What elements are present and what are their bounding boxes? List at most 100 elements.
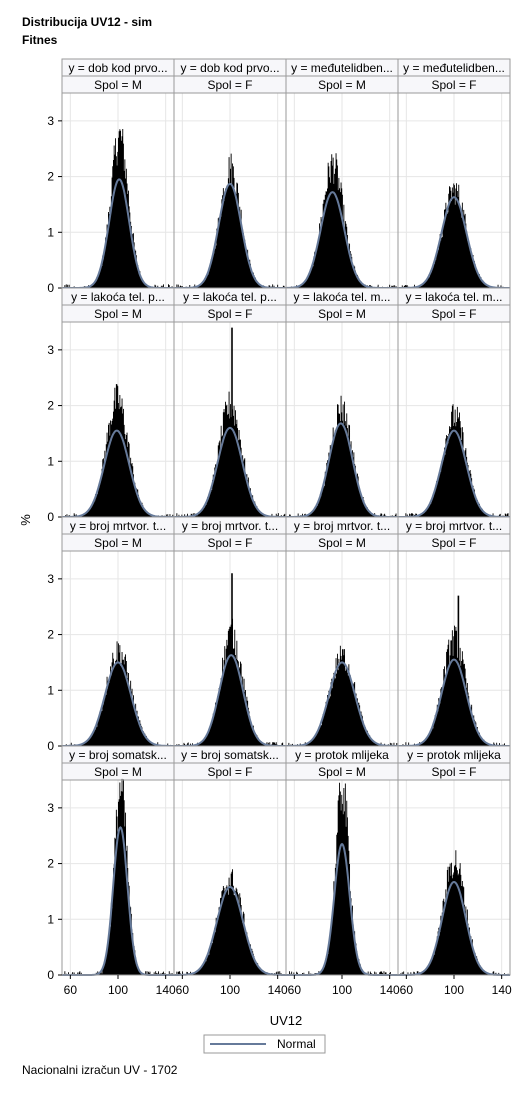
y-tick-label: 3 (47, 572, 54, 586)
chart-title: Distribucija UV12 - sim (22, 15, 153, 29)
histogram-bar-path (64, 778, 173, 975)
facet-cell-r4-c4: y = protok mlijeka Spol = F (397, 745, 511, 976)
facet-header-sex-label: Spol = F (431, 536, 476, 550)
facet-cell-r4-c3: y = protok mlijeka Spol = M (285, 745, 399, 976)
facet-header-y-label: y = broj mrtvor. t... (294, 519, 390, 533)
histogram-bar-path (176, 327, 286, 517)
facet-header-y-label: y = lakoća tel. m... (293, 290, 390, 304)
histogram-bars (176, 153, 285, 288)
facet-cell-r1-c1: y = dob kod prvo... Spol = M (61, 58, 175, 289)
histogram-bar-path (291, 153, 397, 288)
facet-cell-r2-c4: y = lakoća tel. m... Spol = F (397, 287, 511, 518)
y-tick-label: 1 (47, 225, 54, 239)
facet-header-sex-label: Spol = F (431, 307, 476, 321)
x-tick-label: 60 (400, 983, 414, 997)
facet-header-sex-label: Spol = M (318, 78, 366, 92)
normal-curve (174, 885, 286, 976)
facet-header-sex-label: Spol = F (207, 536, 252, 550)
facet-header-sex-label: Spol = F (207, 307, 252, 321)
histogram-bar-path (176, 153, 285, 288)
footnote: Nacionalni izračun UV - 1702 (22, 1063, 178, 1077)
normal-curve (398, 196, 510, 289)
histogram-bar-path (65, 384, 174, 517)
normal-curve (286, 422, 398, 518)
normal-curve (398, 658, 510, 747)
facet-header-sex-label: Spol = M (94, 307, 142, 321)
y-tick-label: 2 (47, 170, 54, 184)
x-tick-label: 140 (380, 983, 400, 997)
facet-header-y-label: y = broj somatsk... (181, 748, 279, 762)
facet-cell-r1-c4: y = međutelidben... Spol = F (397, 58, 511, 289)
normal-curve (62, 429, 174, 518)
facet-cell-r4-c1: y = broj somatsk... Spol = M (61, 745, 175, 976)
histogram-bar-path (65, 641, 172, 746)
facet-header-sex-label: Spol = F (431, 765, 476, 779)
facet-header-sex-label: Spol = F (431, 78, 476, 92)
x-tick-label: 100 (444, 983, 464, 997)
histogram-bar-path (176, 869, 282, 975)
facet-header-y-label: y = međutelidben... (403, 61, 505, 75)
y-tick-label: 0 (47, 281, 54, 295)
legend-label-normal: Normal (277, 1037, 316, 1051)
normal-curve (174, 426, 286, 518)
histogram-bar-path (400, 850, 509, 975)
y-tick-label: 2 (47, 628, 54, 642)
normal-curve (398, 429, 510, 518)
legend: Normal (203, 1034, 326, 1054)
normal-curve (398, 880, 510, 976)
x-tick-label: 60 (176, 983, 190, 997)
histogram-bar-path (401, 183, 504, 288)
facet-header-y-label: y = lakoća tel. p... (71, 290, 165, 304)
histogram-bars (64, 778, 173, 975)
facet-cell-r1-c2: y = dob kod prvo... Spol = F (173, 58, 287, 289)
histogram-bars (176, 869, 282, 975)
x-tick-label: 140 (492, 983, 512, 997)
x-tick-label: 140 (156, 983, 176, 997)
x-tick-label: 100 (220, 983, 240, 997)
facet-header-y-label: y = međutelidben... (291, 61, 393, 75)
histogram-bars (402, 595, 505, 746)
y-tick-label: 3 (47, 114, 54, 128)
histogram-bar-path (402, 595, 505, 746)
y-tick-label: 0 (47, 739, 54, 753)
y-axis-label: % (18, 514, 33, 526)
histogram-bar-path (289, 395, 397, 517)
histogram-bars (176, 327, 286, 517)
histogram-bars (176, 573, 284, 746)
facet-header-y-label: y = lakoća tel. m... (405, 290, 502, 304)
facet-header-y-label: y = protok mlijeka (407, 748, 501, 762)
facet-cell-r3-c2: y = broj mrtvor. t... Spol = F (173, 516, 287, 747)
facet-header-y-label: y = dob kod prvo... (68, 61, 167, 75)
histogram-bars (64, 129, 173, 288)
facet-cell-r3-c4: y = broj mrtvor. t... Spol = F (397, 516, 511, 747)
y-tick-label: 1 (47, 683, 54, 697)
y-tick-label: 3 (47, 801, 54, 815)
facet-header-sex-label: Spol = F (207, 765, 252, 779)
facet-header-y-label: y = broj mrtvor. t... (182, 519, 278, 533)
facet-header-sex-label: Spol = F (207, 78, 252, 92)
y-tick-label: 2 (47, 399, 54, 413)
histogram-bars (65, 384, 174, 517)
facet-header-y-label: y = broj mrtvor. t... (70, 519, 166, 533)
facet-header-sex-label: Spol = M (94, 78, 142, 92)
histogram-bar-path (288, 645, 398, 746)
x-tick-label: 100 (332, 983, 352, 997)
x-axis-label: UV12 (270, 1013, 303, 1028)
facet-header-y-label: y = lakoća tel. p... (183, 290, 277, 304)
histogram-bars (401, 183, 504, 288)
facet-cell-r2-c1: y = lakoća tel. p... Spol = M (61, 287, 175, 518)
facet-header-sex-label: Spol = M (318, 536, 366, 550)
normal-curve (62, 661, 174, 747)
histogram-bar-path (405, 404, 509, 517)
x-tick-label: 60 (288, 983, 302, 997)
chart-subtitle: Fitnes (22, 33, 58, 47)
facet-cell-r3-c1: y = broj mrtvor. t... Spol = M (61, 516, 175, 747)
facet-cell-r4-c2: y = broj somatsk... Spol = F (173, 745, 287, 976)
facet-header-sex-label: Spol = M (318, 765, 366, 779)
histogram-bars (400, 850, 509, 975)
facet-cell-r3-c3: y = broj mrtvor. t... Spol = M (285, 516, 399, 747)
facet-cell-r2-c2: y = lakoća tel. p... Spol = F (173, 287, 287, 518)
facet-header-y-label: y = protok mlijeka (295, 748, 389, 762)
y-tick-label: 3 (47, 343, 54, 357)
